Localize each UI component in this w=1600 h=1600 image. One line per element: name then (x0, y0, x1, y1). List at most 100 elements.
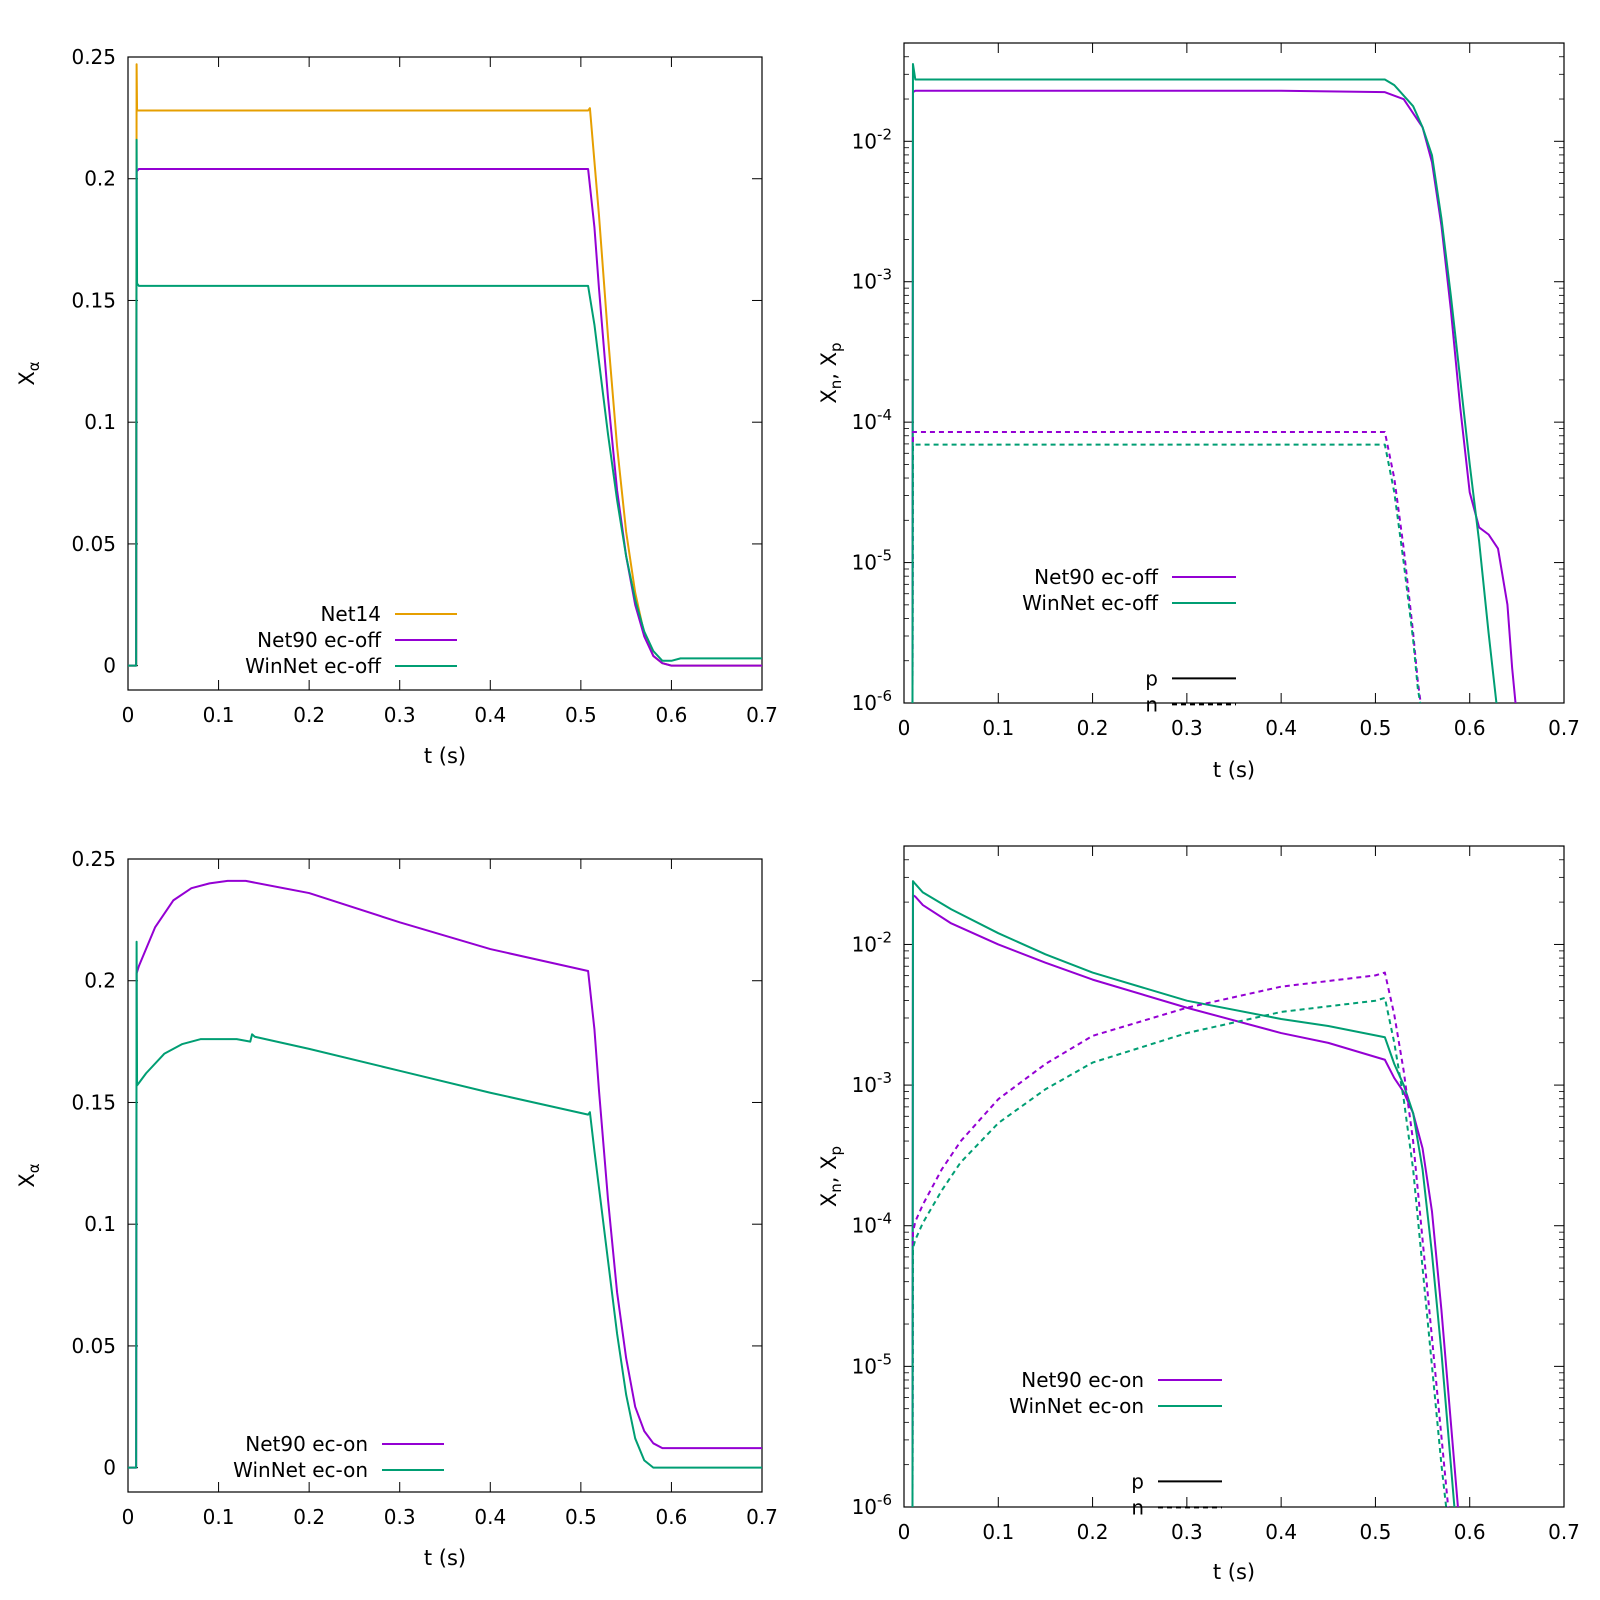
y-axis-label-group: Xα (15, 361, 43, 385)
panel-top-left-alpha-ec-off: 0 0.1 0.2 0.3 0.4 0.5 0.6 0.7 0 0.05 0.1 0.15 0.2 0.2… (15, 45, 778, 768)
x-tick-label: 0.2 (1077, 716, 1109, 740)
legend-label: n (1131, 1495, 1144, 1519)
x-tick-label: 0.1 (982, 1520, 1014, 1544)
x-tick-label: 0.6 (656, 703, 688, 727)
legend-label: p (1131, 1469, 1144, 1493)
series-line-net90-ec-on (128, 879, 762, 1469)
series-group (911, 63, 1517, 703)
legend-label: WinNet ec-off (245, 654, 382, 678)
x-axis-label: t (s) (424, 1546, 466, 1570)
y-tick-label: 10-5 (852, 1350, 892, 1378)
y-tick-exponent: -4 (877, 1210, 892, 1228)
series-line-winnet-ec-off (128, 138, 762, 667)
x-tick-label: 0.2 (1077, 1520, 1109, 1544)
x-axis-ticks: 0 0.1 0.2 0.3 0.4 0.5 0.6 0.7 (122, 57, 778, 727)
panel-top-right-np-ec-off: 0 0.1 0.2 0.3 0.4 0.5 0.6 0.710-610-510-410-310… (817, 42, 1580, 782)
x-tick-label: 0.4 (474, 1505, 506, 1529)
y-tick-label: 0.1 (84, 410, 116, 434)
x-tick-label: 0.4 (1265, 1520, 1297, 1544)
y-tick-label: 0.15 (71, 1090, 116, 1114)
y-tick-label: 10-2 (852, 928, 892, 956)
series-line-winnet-ec-off-n (911, 443, 1422, 703)
subscript: p (827, 1146, 845, 1156)
legend-label: n (1145, 692, 1158, 716)
y-tick-exponent: -4 (877, 406, 892, 424)
legend-label: WinNet ec-on (233, 1458, 368, 1482)
y-tick-exponent: -5 (877, 547, 892, 565)
x-tick-label: 0.7 (1548, 716, 1580, 740)
x-tick-label: 0 (898, 716, 911, 740)
y-tick-base: 10 (852, 691, 877, 715)
y-tick-label: 0.05 (71, 532, 116, 556)
series-line-winnet-ec-off-p (911, 63, 1498, 703)
y-tick-exponent: -3 (877, 1069, 892, 1087)
y-tick-base: 10 (852, 410, 877, 434)
series-line-net90-ec-off (128, 167, 762, 667)
x-tick-label: 0.2 (293, 1505, 325, 1529)
legend-label: WinNet ec-on (1009, 1394, 1144, 1418)
y-tick-label: 0.25 (71, 45, 116, 69)
x-tick-label: 0.4 (1265, 716, 1297, 740)
y-tick-label: 10-4 (852, 406, 892, 434)
x-tick-label: 0 (122, 1505, 135, 1529)
y-tick-label: 10-5 (852, 547, 892, 575)
series-group (128, 63, 762, 667)
legend-label: Net90 ec-off (257, 628, 382, 652)
y-tick-label: 0.2 (84, 969, 116, 993)
x-tick-label: 0 (122, 703, 135, 727)
series-line-winnet-ec-on-n (911, 996, 1448, 1507)
text-part: , X (817, 352, 841, 380)
x-tick-label: 0.6 (1454, 716, 1486, 740)
y-tick-label: 10-4 (852, 1210, 892, 1238)
y-tick-base: 10 (852, 1073, 877, 1097)
x-axis-ticks: 0 0.1 0.2 0.3 0.4 0.5 0.6 0.7 (898, 43, 1580, 740)
y-axis-label: Xn, Xp (817, 1146, 845, 1207)
x-tick-label: 0.4 (474, 703, 506, 727)
y-tick-label: 10-3 (852, 1069, 892, 1097)
x-tick-label: 0.5 (1360, 1520, 1392, 1544)
subscript: α (25, 1163, 43, 1173)
y-axis-ticks: 10-610-510-410-310-2 (852, 42, 1564, 715)
series-line-net90-ec-off-n (911, 430, 1422, 703)
legend-label: Net90 ec-on (1021, 1368, 1144, 1392)
x-tick-label: 0.7 (1548, 1520, 1580, 1544)
x-tick-label: 0.3 (1171, 1520, 1203, 1544)
y-tick-exponent: -2 (877, 125, 892, 143)
x-tick-label: 0.3 (384, 1505, 416, 1529)
y-tick-base: 10 (852, 932, 877, 956)
series-group (128, 879, 762, 1469)
y-tick-label: 10-3 (852, 266, 892, 294)
y-tick-base: 10 (852, 551, 877, 575)
y-tick-label: 0.1 (84, 1212, 116, 1236)
x-tick-label: 0.6 (656, 1505, 688, 1529)
panel-bottom-right-np-ec-on: 0 0.1 0.2 0.3 0.4 0.5 0.6 0.710-610-510-410-310… (817, 845, 1580, 1584)
y-tick-exponent: -3 (877, 266, 892, 284)
x-axis-ticks: 0 0.1 0.2 0.3 0.4 0.5 0.6 0.7 (122, 859, 778, 1529)
plot-frame (903, 42, 1565, 704)
x-axis-label: t (s) (1213, 1560, 1255, 1584)
y-tick-label: 10-6 (852, 1491, 892, 1519)
x-tick-label: 0.7 (746, 703, 778, 727)
plot-frame (127, 858, 763, 1493)
legend-label: WinNet ec-off (1022, 591, 1159, 615)
x-axis-label: t (s) (424, 744, 466, 768)
subscript: p (827, 342, 845, 352)
legend-label: p (1145, 666, 1158, 690)
y-tick-label: 10-2 (852, 125, 892, 153)
y-tick-base: 10 (852, 1354, 877, 1378)
series-line-net90-ec-on-n (911, 971, 1450, 1507)
x-tick-label: 0.5 (1360, 716, 1392, 740)
series-line-net90-ec-off-p (911, 89, 1517, 703)
legend-label: Net90 ec-on (245, 1432, 368, 1456)
plot-frame (127, 56, 763, 691)
x-tick-label: 0.1 (203, 1505, 235, 1529)
subscript: α (25, 361, 43, 371)
y-tick-label: 0.15 (71, 288, 116, 312)
x-tick-label: 0.3 (1171, 716, 1203, 740)
y-tick-label: 0.2 (84, 167, 116, 191)
y-tick-base: 10 (852, 1495, 877, 1519)
series-line-net90-ec-on-p (911, 894, 1459, 1507)
plot-frame (903, 845, 1565, 1508)
